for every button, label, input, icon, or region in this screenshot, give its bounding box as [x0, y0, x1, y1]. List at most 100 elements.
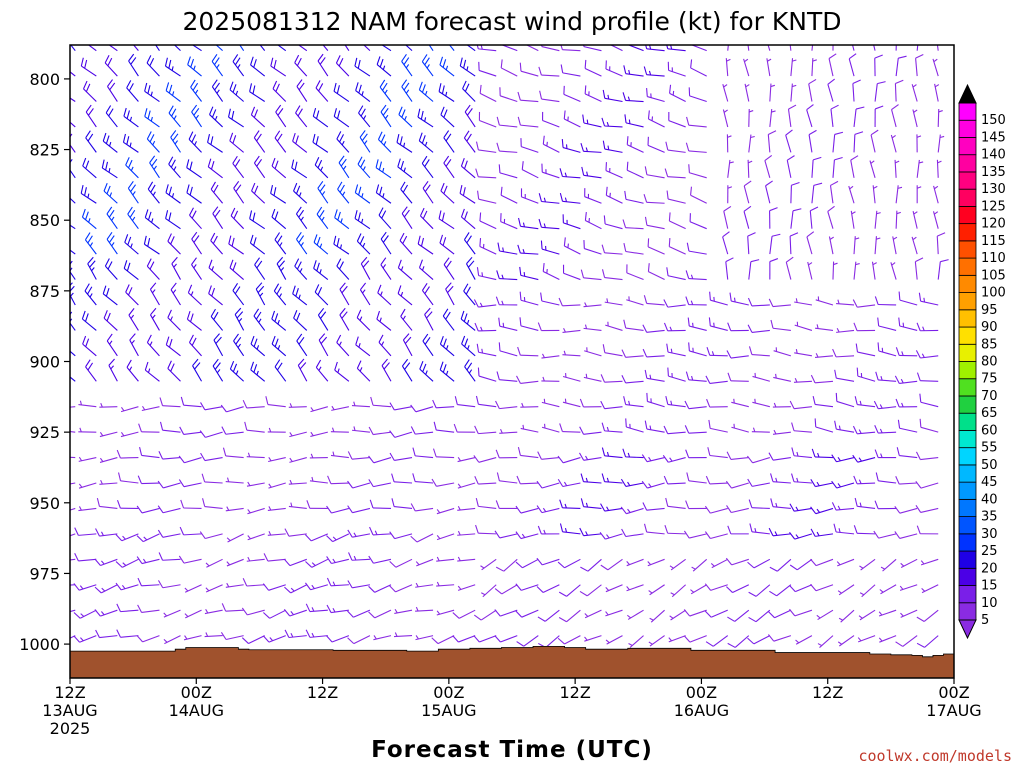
- wind-barb-flag: [130, 57, 137, 65]
- wind-barb: [500, 45, 518, 52]
- wind-barb-flag: [147, 181, 154, 190]
- wind-barb: [768, 609, 792, 619]
- colorbar-label: 75: [981, 372, 998, 387]
- wind-barb-flag: [127, 236, 132, 246]
- wind-barb: [229, 132, 244, 153]
- wind-barb-shaft: [500, 95, 518, 103]
- wind-barb-shaft: [647, 558, 665, 567]
- wind-barb: [726, 505, 749, 514]
- x-tick-label: 00Z: [433, 683, 464, 702]
- wind-barb-halfflag: [606, 298, 609, 303]
- wind-barb-shaft: [870, 134, 876, 153]
- wind-barb: [230, 207, 245, 230]
- wind-barb: [500, 213, 518, 230]
- wind-barb-flag: [208, 259, 213, 268]
- wind-barb: [808, 78, 817, 102]
- wind-barb-halfflag: [80, 637, 84, 642]
- wind-barb: [830, 104, 839, 128]
- wind-barb-shaft: [210, 188, 224, 204]
- wind-barb: [246, 481, 265, 487]
- wind-barb-flag: [856, 367, 859, 377]
- wind-barb: [294, 54, 308, 77]
- wind-barb: [82, 157, 97, 179]
- wind-barb-flag: [747, 324, 753, 333]
- wind-barb-halfflag: [99, 457, 104, 462]
- wind-barb: [397, 158, 413, 179]
- wind-barb: [500, 186, 518, 204]
- wind-barb-halfflag: [205, 587, 210, 592]
- wind-barb-flag: [382, 82, 388, 91]
- wind-barb-flag: [445, 133, 452, 142]
- wind-barb-halfflag: [564, 527, 568, 533]
- wind-barb: [369, 526, 392, 536]
- wind-barb-halfflag: [838, 425, 841, 430]
- wind-barb-shaft: [790, 210, 794, 229]
- wind-barb-flag: [304, 582, 311, 591]
- wind-barb-shaft: [79, 609, 97, 619]
- colorbar-label: 115: [981, 234, 1006, 249]
- wind-barb-flag: [368, 585, 376, 593]
- wind-barb-halfflag: [89, 242, 94, 247]
- wind-barb-flag: [831, 480, 838, 489]
- wind-barb-shaft: [920, 380, 939, 382]
- wind-barb: [563, 110, 581, 128]
- wind-barb: [722, 109, 729, 128]
- x-tick-label: 12Z: [559, 683, 590, 702]
- wind-barb-shaft: [105, 112, 118, 128]
- wind-barb: [165, 210, 181, 230]
- wind-barb: [70, 406, 76, 408]
- wind-barb-shaft: [440, 343, 455, 357]
- wind-barb-halfflag: [858, 457, 862, 462]
- wind-barb-flag: [850, 155, 859, 161]
- wind-barb-flag: [70, 260, 73, 266]
- wind-barb-shaft: [436, 482, 455, 487]
- wind-barb-shaft: [899, 299, 918, 306]
- wind-barb: [769, 558, 792, 572]
- wind-barb-flag: [107, 79, 113, 87]
- wind-barb-flag: [581, 166, 585, 176]
- wind-barb-flag: [53, 533, 58, 540]
- wind-barb: [464, 104, 476, 128]
- wind-barb: [604, 298, 623, 306]
- wind-barb-shaft: [853, 109, 857, 128]
- wind-barb-shaft: [250, 369, 266, 382]
- wind-barb-shaft: [378, 214, 392, 230]
- wind-barb-flag: [690, 59, 693, 69]
- wind-barb: [749, 523, 770, 535]
- wind-barb-shaft: [543, 143, 560, 153]
- wind-barb-flag: [727, 372, 732, 382]
- wind-barb-halfflag: [151, 218, 154, 223]
- wind-barb: [415, 558, 434, 567]
- wind-barb: [831, 502, 855, 511]
- wind-barb-halfflag: [405, 40, 407, 44]
- wind-barb: [208, 285, 223, 306]
- wind-barb-flag: [768, 527, 774, 537]
- wind-barb-halfflag: [934, 185, 939, 190]
- wind-barb-flag: [439, 361, 444, 370]
- wind-barb-flag: [74, 527, 79, 536]
- wind-barb: [837, 584, 855, 596]
- wind-barb-shaft: [208, 293, 223, 306]
- wind-barb-halfflag: [256, 345, 260, 350]
- wind-barb-shaft: [857, 404, 876, 408]
- wind-barb-flag: [53, 608, 58, 615]
- wind-barb-halfflag: [669, 457, 673, 462]
- wind-barb: [605, 635, 623, 645]
- wind-barb-shaft: [731, 558, 749, 566]
- wind-barb-halfflag: [331, 427, 335, 432]
- wind-barb-shaft: [604, 507, 623, 512]
- wind-barb: [389, 584, 413, 593]
- wind-barb: [164, 57, 181, 77]
- wind-barb: [748, 609, 771, 623]
- wind-barb-halfflag: [542, 376, 545, 382]
- wind-barb: [666, 45, 686, 52]
- wind-barb: [747, 558, 771, 569]
- wind-barb-shaft: [465, 263, 476, 280]
- wind-barb-shaft: [520, 274, 539, 281]
- wind-barb-flag: [170, 159, 176, 168]
- wind-barb-flag: [874, 425, 879, 434]
- wind-barb-flag: [601, 422, 606, 432]
- wind-barb-halfflag: [626, 561, 630, 565]
- wind-barb-halfflag: [290, 633, 294, 638]
- wind-barb: [810, 506, 834, 515]
